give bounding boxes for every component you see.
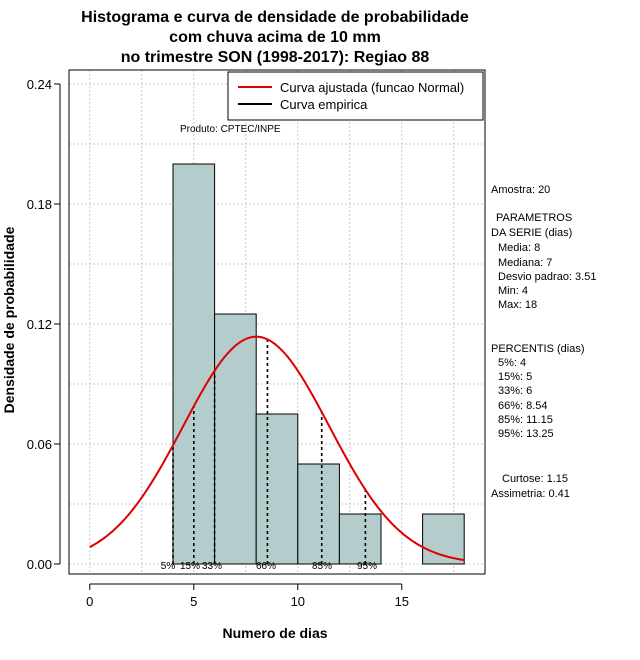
chart-title-line-2: com chuva acima de 10 mm	[169, 29, 381, 46]
percentile-label-4: 85%	[312, 561, 332, 572]
histogram-bar-4	[338, 513, 382, 565]
percentile-label-2: 33%	[202, 561, 222, 572]
x-tick-label-3: 15	[395, 594, 409, 609]
stat-p15: 15%: 5	[498, 371, 532, 383]
y-tick-label-4: 0.24	[27, 77, 52, 92]
percentile-label-5: 95%	[357, 561, 377, 572]
y-tick-label-2: 0.12	[27, 317, 52, 332]
x-axis: 0 5 10 15	[86, 583, 409, 609]
y-axis: 0.00 0.06 0.12 0.18 0.24	[27, 77, 61, 572]
stats-panel: Amostra: 20 PARAMETROS DA SERIE (dias) M…	[491, 184, 596, 500]
percentile-label-3: 66%	[256, 561, 276, 572]
histogram-bar-3	[297, 463, 340, 565]
chart-title-line-3: no trimestre SON (1998-2017): Regiao 88	[121, 49, 430, 66]
stat-p5: 5%: 4	[498, 357, 526, 369]
legend-label-empirical: Curva empirica	[280, 97, 368, 112]
x-tick-label-1: 5	[190, 594, 197, 609]
legend: Curva ajustada (funcao Normal) Curva emp…	[227, 71, 484, 121]
product-note: Produto: CPTEC/INPE	[180, 124, 281, 135]
stat-sample: Amostra: 20	[491, 184, 550, 196]
stat-min: Min: 4	[498, 285, 528, 297]
legend-label-normal: Curva ajustada (funcao Normal)	[280, 80, 464, 95]
bars-layer	[172, 163, 465, 565]
x-tick-label-2: 10	[291, 594, 305, 609]
legend-box	[227, 71, 484, 121]
percentile-layer: 5% 15% 33% 66% 85% 95%	[161, 339, 377, 572]
stat-media: Media: 8	[498, 242, 540, 254]
percentile-label-1: 15%	[180, 561, 200, 572]
stat-p85: 85%: 11.15	[498, 414, 553, 426]
percentile-label-0: 5%	[161, 561, 176, 572]
stat-curtose: Curtose: 1.15	[502, 473, 568, 485]
stat-params-title-1: PARAMETROS	[496, 212, 572, 224]
y-tick-label-0: 0.00	[27, 557, 52, 572]
chart-title-line-1: Histograma e curva de densidade de proba…	[81, 9, 469, 26]
y-tick-label-3: 0.18	[27, 197, 52, 212]
stat-params-title-2: DA SERIE (dias)	[491, 227, 572, 239]
stat-desvio: Desvio padrao: 3.51	[498, 271, 596, 283]
normal-fit-curve	[89, 335, 465, 562]
y-axis-label: Densidade de probabilidade	[1, 226, 17, 413]
y-tick-label-1: 0.06	[27, 437, 52, 452]
stat-assimetria: Assimetria: 0.41	[491, 488, 570, 500]
grid-layer	[69, 70, 485, 574]
histogram-bar-2	[255, 413, 299, 565]
stat-p95: 95%: 13.25	[498, 428, 554, 440]
histogram-bar-1	[214, 313, 257, 565]
stat-max: Max: 18	[498, 299, 537, 311]
stat-percentis-title: PERCENTIS (dias)	[491, 343, 585, 355]
stat-p66: 66%: 8.54	[498, 400, 548, 412]
stat-p33: 33%: 6	[498, 385, 532, 397]
stat-mediana: Mediana: 7	[498, 257, 552, 269]
plot-frame	[68, 69, 486, 575]
x-axis-label: Numero de dias	[222, 625, 327, 641]
x-tick-label-0: 0	[86, 594, 93, 609]
